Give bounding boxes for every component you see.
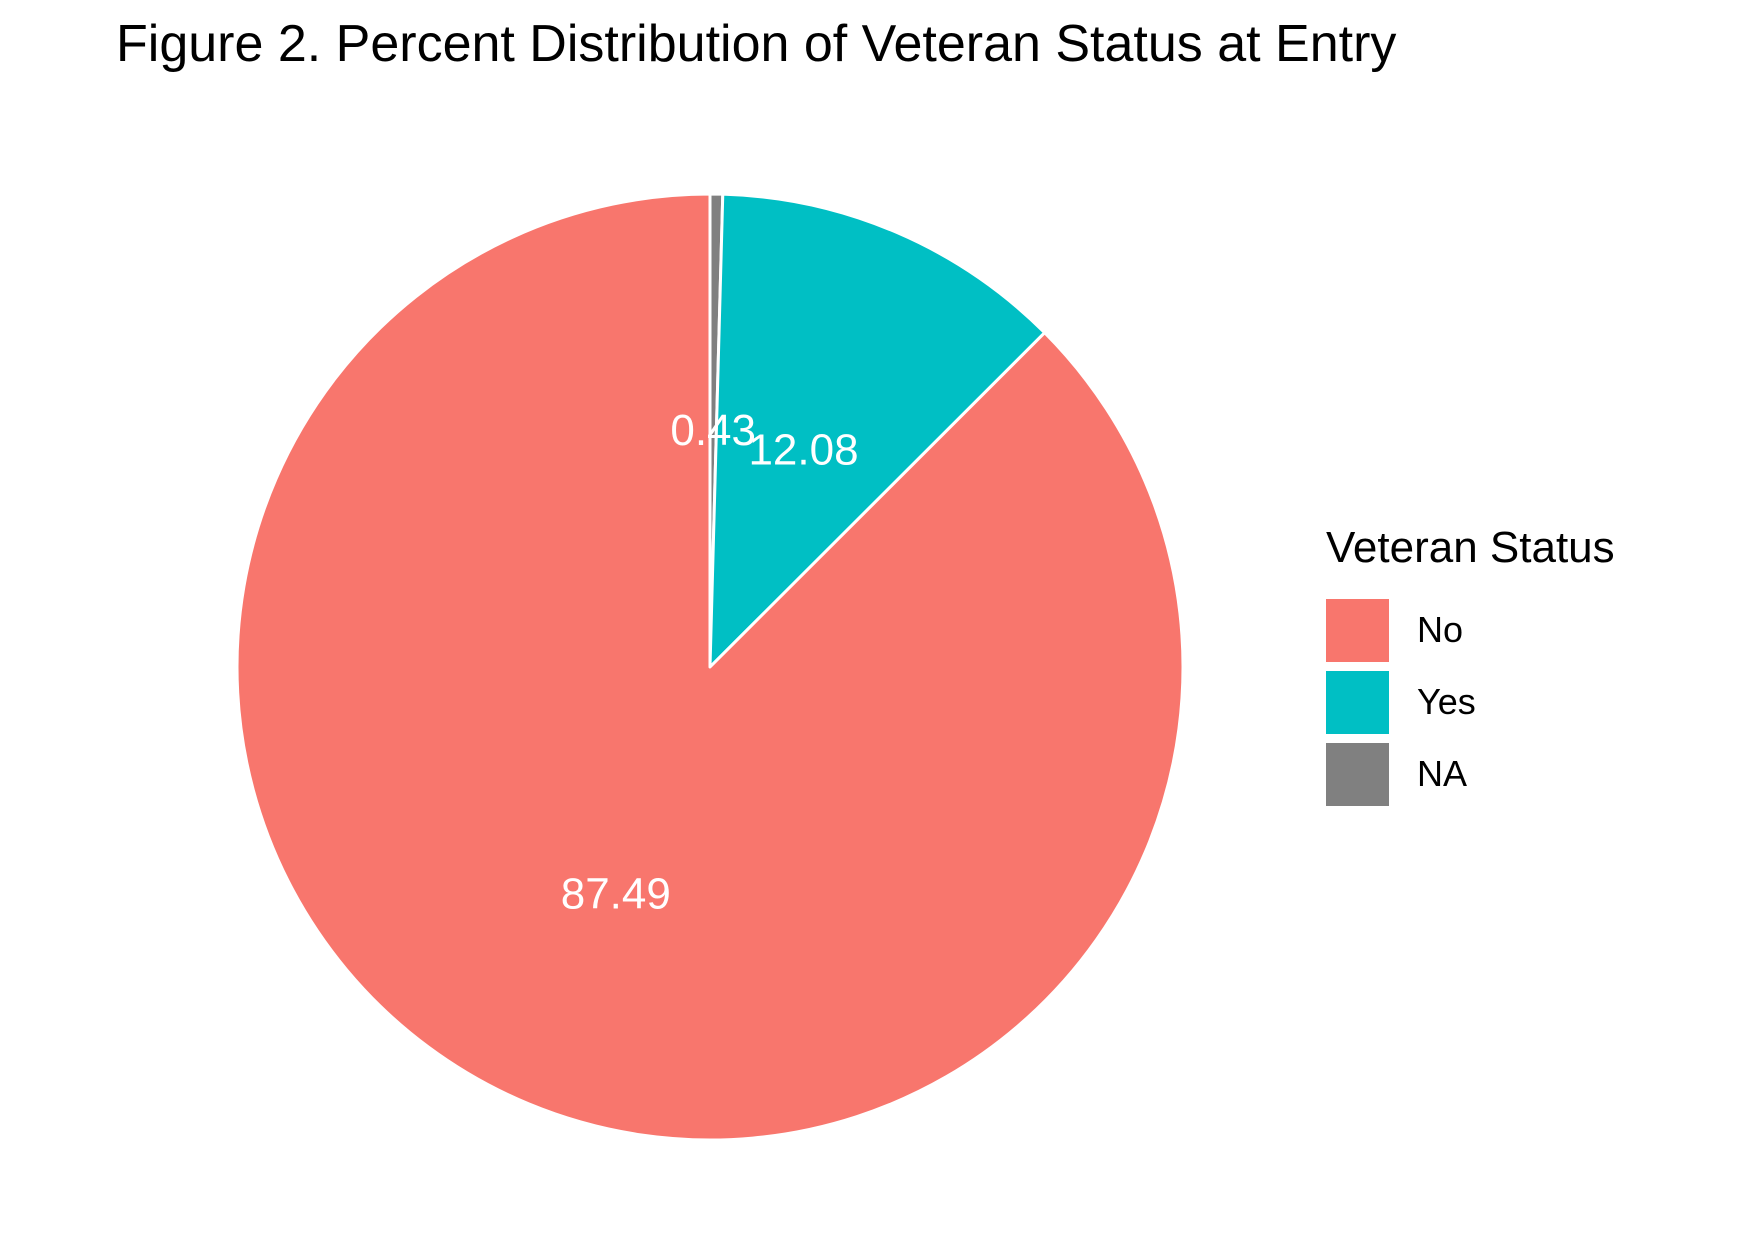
legend-title: Veteran Status — [1326, 523, 1615, 572]
legend-swatch-yes — [1326, 670, 1389, 734]
legend-swatch-no — [1326, 598, 1389, 662]
pie-slices — [235, 192, 1185, 1142]
data-label-yes: 12.08 — [748, 425, 858, 474]
legend-label-yes: Yes — [1417, 681, 1476, 722]
legend: Veteran Status No Yes NA — [1326, 523, 1615, 810]
legend-label-na: NA — [1417, 753, 1468, 794]
pie-slice-no — [235, 192, 1185, 1142]
chart-title: Figure 2. Percent Distribution of Vetera… — [116, 15, 1397, 73]
legend-item-yes: Yes — [1326, 666, 1615, 738]
legend-swatch-na — [1326, 742, 1389, 806]
legend-label-no: No — [1417, 609, 1464, 650]
pie-slice-yes — [708, 192, 1047, 669]
legend-items: No Yes NA — [1326, 594, 1615, 810]
legend-item-no: No — [1326, 594, 1615, 666]
legend-item-na: NA — [1326, 738, 1615, 810]
data-label-no: 87.49 — [561, 870, 671, 919]
data-label-na: 0.43 — [670, 406, 756, 455]
